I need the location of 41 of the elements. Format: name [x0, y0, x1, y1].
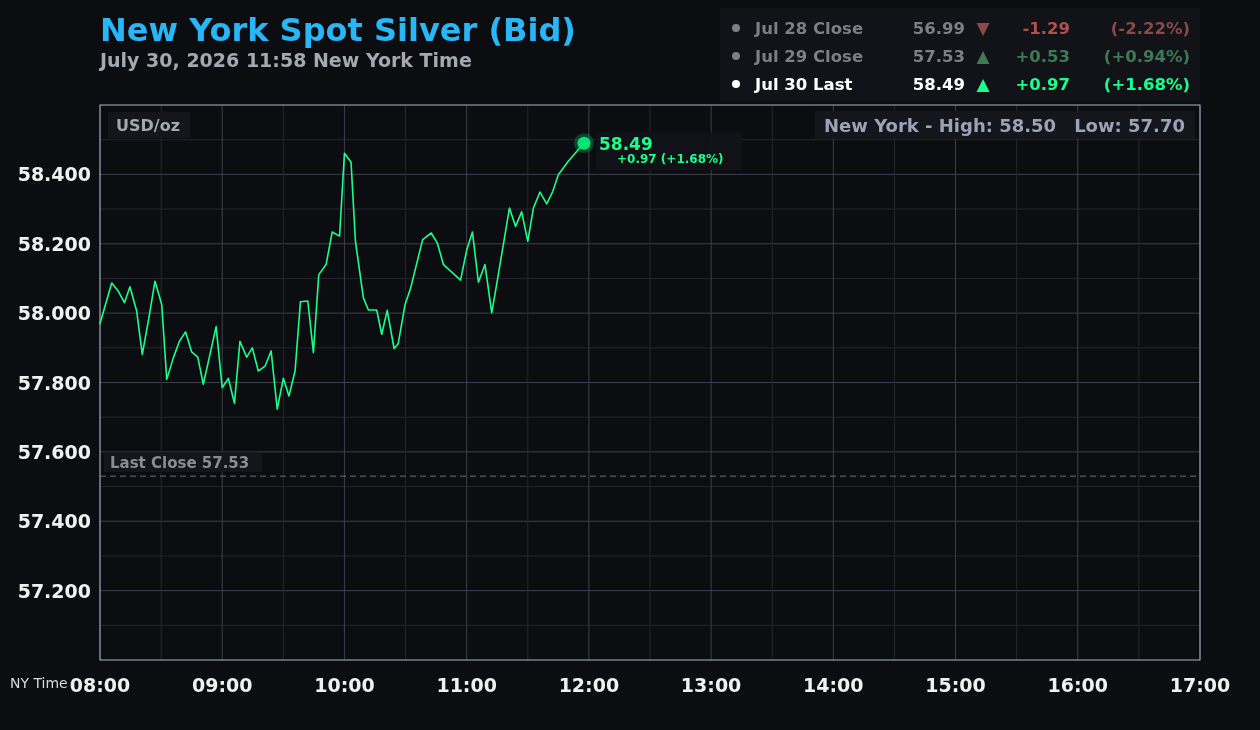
- x-tick-label: 11:00: [436, 674, 497, 696]
- text: (+1.68%): [1103, 75, 1190, 94]
- text: 58.49: [912, 75, 965, 94]
- x-tick-label: 14:00: [803, 674, 864, 696]
- x-tick-label: 08:00: [69, 674, 131, 696]
- text: Jul 29 Close: [754, 47, 864, 66]
- x-tick-label: 09:00: [191, 674, 253, 696]
- ref-line-label: Last Close 57.53: [110, 454, 250, 473]
- text: Jul 28 Close: [754, 19, 864, 38]
- annotation: 58.49: [599, 134, 653, 155]
- x-axis-title: NY Time: [10, 675, 68, 691]
- y-tick-label: 57.800: [17, 371, 91, 394]
- annotation: New York - High: 58.50: [824, 115, 1057, 136]
- text: +0.97: [1015, 75, 1070, 94]
- x-tick-label: 15:00: [925, 674, 986, 696]
- x-tick-label: 16:00: [1047, 674, 1109, 696]
- text: 57.53: [912, 47, 965, 66]
- x-tick-label: 13:00: [680, 674, 742, 696]
- text: (-2.22%): [1110, 19, 1190, 38]
- y-tick-label: 58.000: [17, 302, 91, 325]
- text: (+0.94%): [1103, 47, 1190, 66]
- text: Jul 30 Last: [754, 75, 853, 94]
- x-tick-label: 12:00: [558, 674, 620, 696]
- y-tick-label: 57.200: [17, 579, 91, 602]
- annotation: +0.97 (+1.68%): [617, 152, 724, 167]
- text: -1.29: [1022, 19, 1070, 38]
- y-tick-label: 58.400: [17, 163, 91, 186]
- text: 56.99: [912, 19, 965, 38]
- y-tick-label: 57.600: [17, 440, 91, 463]
- y-tick-label: 58.200: [17, 232, 91, 255]
- text: +0.53: [1015, 47, 1070, 66]
- text: ▼: [976, 18, 991, 38]
- y-axis-title: USD/oz: [116, 116, 180, 135]
- annotation: Low: 57.70: [1074, 115, 1185, 136]
- text: ▲: [976, 46, 991, 66]
- y-tick-label: 57.400: [17, 510, 91, 533]
- x-tick-label: 10:00: [314, 674, 375, 696]
- chart-title: New York Spot Silver (Bid): [100, 11, 576, 49]
- chart-subtitle: July 30, 2026 11:58 New York Time: [98, 49, 472, 71]
- x-tick-label: 17:00: [1169, 674, 1231, 696]
- text: ▲: [976, 74, 991, 94]
